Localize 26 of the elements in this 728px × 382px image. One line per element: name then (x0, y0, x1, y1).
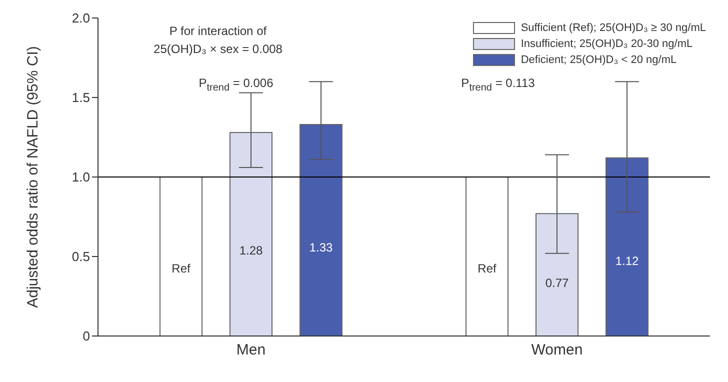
y-tick-label: 1.5 (72, 90, 90, 106)
bar (160, 176, 202, 336)
legend-label: Insufficient; 25(OH)D₃ 20-30 ng/mL (520, 38, 693, 50)
bar (230, 132, 272, 336)
x-tick-label: Men (236, 342, 266, 359)
annotation: P for interaction of 25(OH)D₃ × sex = 0.008 (152, 23, 284, 58)
data-label: Ref (172, 261, 191, 276)
y-tick-label: 1.0 (72, 170, 90, 185)
bar (300, 124, 342, 336)
y-axis-title: Adjusted odds ratio of NAFLD (95% CI) (24, 46, 42, 308)
bar (466, 176, 508, 336)
legend-label: Deficient; 25(OH)D₃ < 20 ng/mL (520, 54, 677, 66)
data-label: 0.77 (545, 276, 569, 290)
y-tick-label: 0 (82, 328, 90, 344)
y-tick-label: 0.5 (72, 249, 90, 264)
bar (606, 157, 648, 336)
annotation: P$_{trend}$ = 0.006 (198, 75, 274, 96)
annotation: P$_{trend}$ = 0.113 (460, 75, 536, 96)
y-tick-label: 2.0 (72, 10, 90, 26)
data-label: 1.12 (615, 254, 639, 268)
data-label: Ref (478, 261, 497, 276)
x-tick-label: Women (531, 342, 583, 359)
bar (536, 213, 578, 336)
legend-label: Sufficient (Ref); 25(OH)D₃ ≥ 30 ng/mL (520, 22, 706, 34)
data-label: 1.28 (239, 244, 263, 258)
data-label: 1.33 (309, 240, 333, 254)
